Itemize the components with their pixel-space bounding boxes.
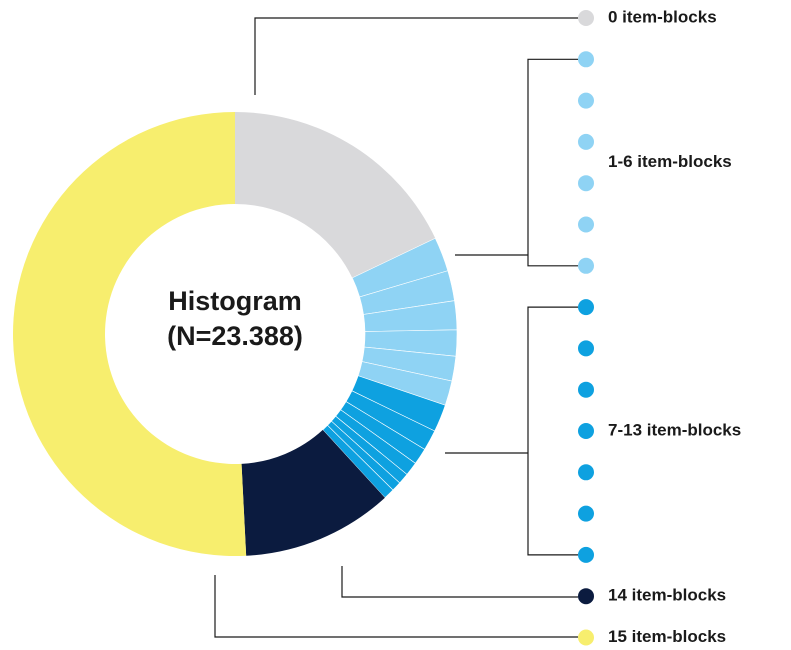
connector bbox=[214, 575, 578, 638]
connectors bbox=[214, 17, 578, 638]
legend-label: 0 item-blocks bbox=[608, 7, 717, 26]
legend-marker bbox=[578, 546, 594, 563]
legend-marker bbox=[578, 340, 594, 357]
bracket bbox=[527, 306, 578, 556]
center-subtitle: (N=23.388) bbox=[167, 321, 303, 351]
legend-marker bbox=[578, 423, 594, 439]
bracket bbox=[527, 58, 578, 267]
legend-marker bbox=[578, 381, 594, 398]
legend-marker bbox=[578, 92, 594, 109]
legend-label: 14 item-blocks bbox=[608, 586, 726, 605]
legend-marker bbox=[578, 51, 594, 68]
legend-marker bbox=[578, 588, 594, 605]
legend-label: 7-13 item-blocks bbox=[608, 420, 741, 439]
center-title: Histogram bbox=[168, 286, 302, 316]
connector bbox=[254, 17, 578, 95]
legend-marker bbox=[578, 10, 594, 26]
legend-marker bbox=[578, 505, 594, 522]
connector bbox=[341, 566, 578, 598]
legend-label: 1-6 item-blocks bbox=[608, 152, 732, 171]
wedge bbox=[241, 429, 385, 556]
legend-marker bbox=[578, 175, 594, 192]
legend-marker bbox=[578, 133, 594, 150]
wedge bbox=[13, 112, 247, 556]
wedge bbox=[235, 112, 436, 278]
legend-marker bbox=[578, 216, 594, 233]
legend-marker bbox=[578, 299, 594, 316]
legend-label: 15 item-blocks bbox=[608, 627, 726, 646]
legend-marker bbox=[578, 257, 594, 274]
legend-marker bbox=[578, 464, 594, 481]
legend-marker bbox=[578, 629, 594, 646]
